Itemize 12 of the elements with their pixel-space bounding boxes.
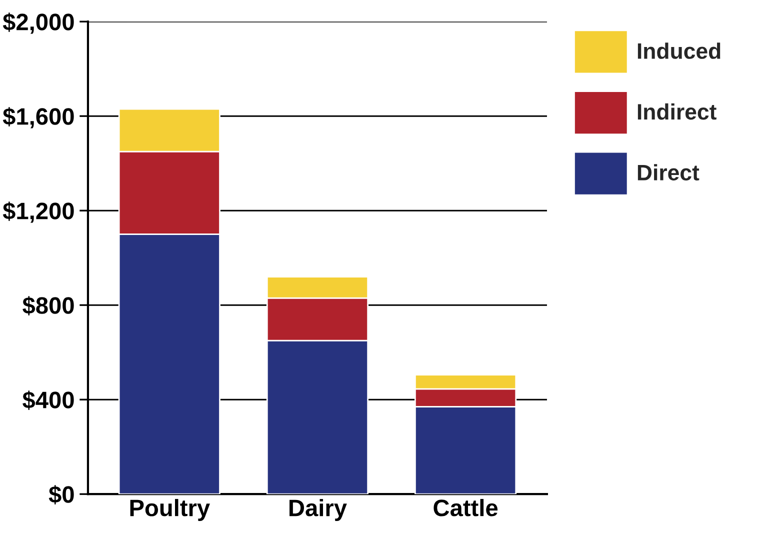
legend-label: Indirect	[638, 103, 716, 120]
x-tick-label: Dairy	[290, 498, 347, 521]
legend-label: Induced	[638, 42, 720, 59]
y-tick-label: $400	[22, 390, 74, 410]
x-tick-label: Poultry	[130, 498, 210, 521]
legend-label: Direct	[638, 164, 700, 180]
y-tick-label: $1,200	[2, 202, 74, 223]
x-tick-label: Cattle	[434, 498, 498, 516]
y-tick-label: $0	[48, 485, 74, 504]
y-tick-label: $800	[22, 296, 74, 316]
y-tick-label: $2,000	[2, 12, 74, 34]
y-tick-label: $1,600	[2, 107, 74, 128]
